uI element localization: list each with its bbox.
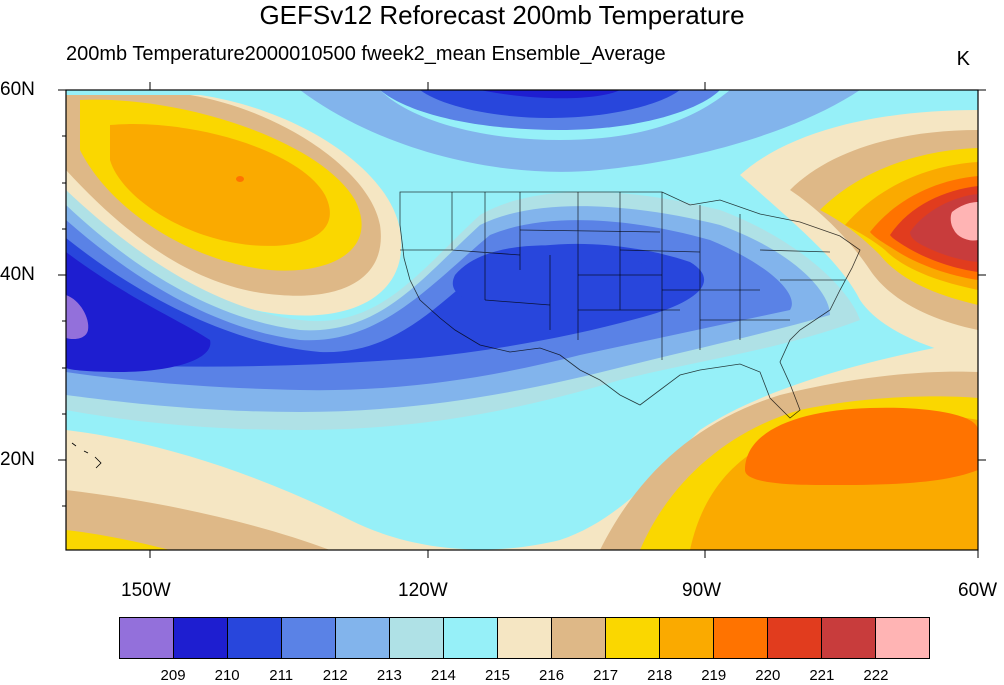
axis-ticks xyxy=(58,82,986,558)
colorbar-label: 210 xyxy=(214,667,240,684)
colorbar-label: 211 xyxy=(269,667,294,684)
plot-title: GEFSv12 Reforecast 200mb Temperature xyxy=(259,0,745,30)
south-belt-217 xyxy=(66,490,330,550)
alaska-220 xyxy=(236,176,244,182)
map-frame xyxy=(65,89,979,551)
lon-label-120w: 120W xyxy=(398,580,448,601)
colorbar-swatch xyxy=(174,618,228,658)
colorbar-labels: 209 210 211 212 213 214 215 216 217 218 219 220 221 2… xyxy=(0,667,1004,685)
contour-field xyxy=(66,90,978,550)
west-trough-210 xyxy=(66,252,211,372)
units-label: K xyxy=(956,48,970,70)
colorbar-label: 216 xyxy=(539,667,565,684)
colorbar-swatch xyxy=(876,618,929,658)
colorbar-label: 219 xyxy=(701,667,727,684)
plot-subtitle: 200mb Temperature2000010500 fweek2_mean … xyxy=(66,43,666,65)
lat-label-40n: 40N xyxy=(0,264,35,285)
top-211 xyxy=(420,90,680,118)
colorbar-swatch xyxy=(606,618,660,658)
colorbar-label: 221 xyxy=(809,667,835,684)
colorbar-label: 220 xyxy=(755,667,781,684)
colorbar-swatch xyxy=(120,618,174,658)
lon-label-150w: 150W xyxy=(121,580,171,601)
colorbar-swatch xyxy=(768,618,822,658)
colorbar-label: 217 xyxy=(593,667,619,684)
lon-label-90w: 90W xyxy=(682,580,722,601)
south-yellow-218 xyxy=(66,530,170,550)
lon-label-60w: 60W xyxy=(958,580,998,601)
colorbar-swatch xyxy=(228,618,282,658)
colorbar-label: 218 xyxy=(647,667,673,684)
top-213-left xyxy=(300,90,860,172)
colorbar-label: 222 xyxy=(863,667,889,684)
colorbar-label: 212 xyxy=(322,667,348,684)
lat-label-20n: 20N xyxy=(0,449,35,470)
top-210 xyxy=(480,90,620,99)
colorbar-swatch xyxy=(390,618,444,658)
gulf-220 xyxy=(745,407,978,485)
colorbar-swatch xyxy=(336,618,390,658)
colorbar xyxy=(119,617,930,659)
colorbar-swatch xyxy=(552,618,606,658)
colorbar-label: 215 xyxy=(484,667,510,684)
colorbar-label: 209 xyxy=(160,667,186,684)
colorbar-swatch xyxy=(282,618,336,658)
ne-core xyxy=(950,202,978,241)
colorbar-label: 214 xyxy=(430,667,456,684)
hawaii-islands xyxy=(71,442,102,469)
colorbar-label: 213 xyxy=(376,667,402,684)
colorbar-swatch xyxy=(822,618,876,658)
alaska-219 xyxy=(110,124,330,246)
colorbar-swatch xyxy=(660,618,714,658)
west-trough-209 xyxy=(66,295,89,340)
state-borders xyxy=(399,191,861,419)
colorbar-swatch xyxy=(714,618,768,658)
colorbar-swatch xyxy=(444,618,498,658)
lat-label-60n: 60N xyxy=(0,79,35,100)
colorbar-swatch xyxy=(498,618,552,658)
